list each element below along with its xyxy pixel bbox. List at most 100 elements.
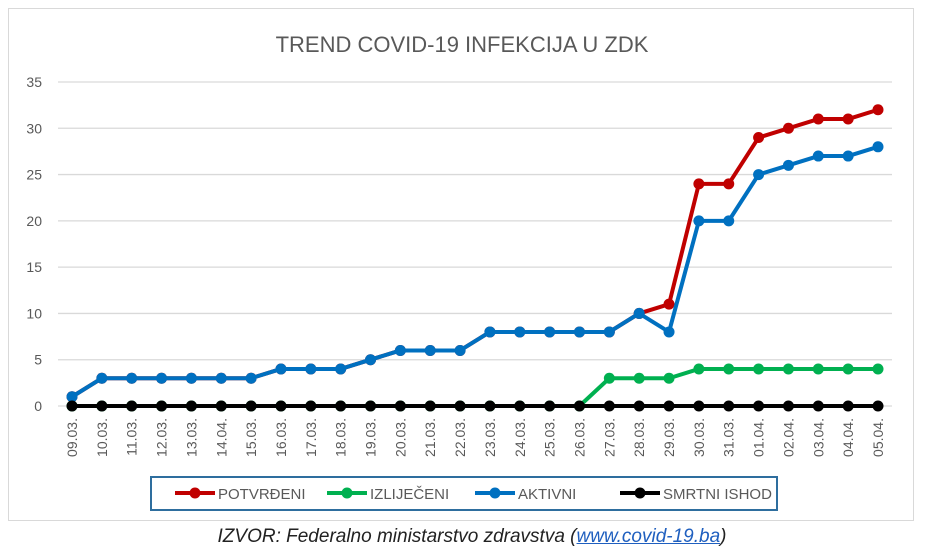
data-point xyxy=(753,363,765,375)
x-tick-label: 22.03. xyxy=(452,418,468,457)
data-point xyxy=(753,132,765,144)
data-point xyxy=(782,363,794,375)
x-tick-label: 20.03. xyxy=(392,418,408,457)
series-line xyxy=(70,144,879,399)
data-point xyxy=(215,400,227,412)
data-point xyxy=(872,141,884,153)
data-point xyxy=(723,363,735,375)
data-point xyxy=(872,363,884,375)
data-point xyxy=(693,363,705,375)
data-point xyxy=(66,391,78,403)
data-point xyxy=(156,372,168,384)
x-tick-label: 01.04. xyxy=(751,418,767,457)
x-tick-label: 17.03. xyxy=(303,418,319,457)
chart-frame xyxy=(8,8,914,521)
legend-label: AKTIVNI xyxy=(518,486,576,503)
data-point xyxy=(753,169,765,181)
x-tick-label: 26.03. xyxy=(571,418,587,457)
data-point xyxy=(842,113,854,125)
data-point xyxy=(782,159,794,171)
data-point xyxy=(66,400,78,412)
data-point xyxy=(335,400,347,412)
data-point xyxy=(544,326,556,338)
y-tick-label: 5 xyxy=(34,352,42,368)
data-point xyxy=(812,113,824,125)
data-point xyxy=(633,400,645,412)
x-tick-label: 27.03. xyxy=(601,418,617,457)
x-tick-label: 12.03. xyxy=(154,418,170,457)
x-tick-label: 19.03. xyxy=(363,418,379,457)
data-point xyxy=(185,400,197,412)
data-point xyxy=(812,400,824,412)
legend-label: SMRTNI ISHOD xyxy=(663,486,772,503)
legend-marker xyxy=(634,487,646,499)
data-point xyxy=(185,372,197,384)
x-tick-label: 23.03. xyxy=(482,418,498,457)
data-point xyxy=(484,400,496,412)
data-point xyxy=(275,363,287,375)
data-point xyxy=(723,178,735,190)
x-tick-label: 31.03. xyxy=(721,418,737,457)
x-tick-label: 03.04. xyxy=(810,418,826,457)
legend-marker xyxy=(341,487,353,499)
data-point xyxy=(245,400,257,412)
data-point xyxy=(484,326,496,338)
x-tick-label: 11.03. xyxy=(124,418,140,456)
data-point xyxy=(693,178,705,190)
y-tick-label: 35 xyxy=(26,74,42,90)
data-point xyxy=(842,400,854,412)
x-tick-label: 05.04. xyxy=(870,418,886,457)
x-tick-label: 21.03. xyxy=(422,418,438,457)
legend-item: SMRTNI ISHOD xyxy=(620,486,772,503)
y-tick-label: 0 xyxy=(34,398,42,414)
data-point xyxy=(603,326,615,338)
series-2 xyxy=(66,141,884,403)
y-tick-label: 20 xyxy=(26,213,42,229)
x-tick-label: 09.03. xyxy=(64,418,80,457)
data-point xyxy=(603,400,615,412)
x-tick-label: 14.04. xyxy=(213,418,229,457)
data-point xyxy=(723,215,735,227)
data-point xyxy=(365,354,377,366)
legend-item: AKTIVNI xyxy=(475,486,576,503)
data-point xyxy=(693,215,705,227)
y-tick-label: 30 xyxy=(26,120,42,136)
data-point xyxy=(872,104,884,116)
y-tick-label: 10 xyxy=(26,305,42,321)
data-point xyxy=(753,400,765,412)
x-tick-label: 24.03. xyxy=(512,418,528,457)
x-tick-label: 25.03. xyxy=(542,418,558,457)
data-point xyxy=(633,372,645,384)
data-point xyxy=(782,122,794,134)
data-point xyxy=(156,400,168,412)
source-prefix: IZVOR: Federalno ministarstvo zdravstva … xyxy=(217,526,577,547)
data-point xyxy=(544,400,556,412)
x-tick-label: 10.03. xyxy=(94,418,110,457)
x-tick-label: 13.03. xyxy=(183,418,199,457)
source-link[interactable]: www.covid-19.ba xyxy=(576,526,721,547)
series-0 xyxy=(66,104,884,403)
x-tick-label: 02.04. xyxy=(780,418,796,457)
data-point xyxy=(245,372,257,384)
data-point xyxy=(842,363,854,375)
data-point xyxy=(394,344,406,356)
x-tick-label: 30.03. xyxy=(691,418,707,457)
data-point xyxy=(514,326,526,338)
data-point xyxy=(215,372,227,384)
x-tick-label: 28.03. xyxy=(631,418,647,457)
source-suffix: ) xyxy=(720,526,727,547)
x-tick-label: 16.03. xyxy=(273,418,289,457)
source-note: IZVOR: Federalno ministarstvo zdravstva … xyxy=(0,526,944,548)
x-tick-label: 15.03. xyxy=(243,418,259,457)
chart-title: TREND COVID-19 INFEKCIJA U ZDK xyxy=(276,32,649,57)
legend-label: POTVRĐENI xyxy=(218,486,306,503)
y-tick-label: 25 xyxy=(26,167,42,183)
legend-item: IZLIJEČENI xyxy=(327,486,449,503)
data-point xyxy=(365,400,377,412)
data-point xyxy=(573,400,585,412)
data-point xyxy=(424,400,436,412)
legend-marker xyxy=(189,487,201,499)
data-point xyxy=(723,400,735,412)
data-point xyxy=(573,326,585,338)
data-point xyxy=(603,372,615,384)
